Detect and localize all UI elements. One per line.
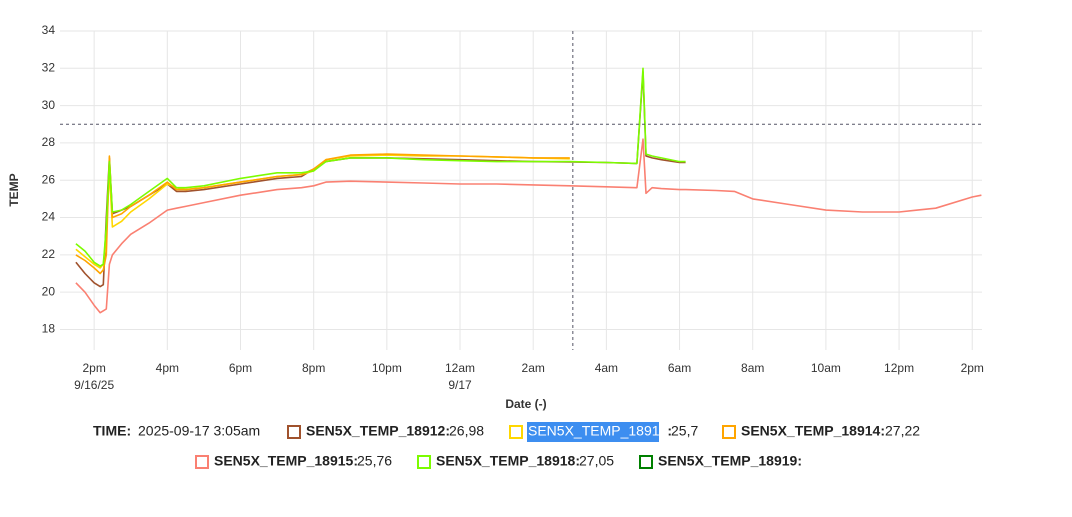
x-tick-label: 10am [811, 361, 841, 375]
series-line [75, 153, 570, 275]
x-axis-label: Date (-) [505, 397, 546, 411]
legend-label: SEN5X_TEMP_18914 [741, 423, 881, 439]
legend-swatch [287, 425, 301, 439]
series-line [75, 154, 570, 269]
x-tick-label: 4pm [156, 361, 179, 375]
y-tick-label: 24 [42, 210, 56, 224]
x-tick-label: 8pm [302, 361, 325, 375]
hover-value: 25,7 [671, 423, 698, 439]
legend-colon: : [575, 453, 580, 469]
legend-label: SEN5X_TEMP_18918 [436, 453, 576, 469]
hover-value: 27,05 [579, 453, 614, 469]
x-tick-label: 12pm [884, 361, 914, 375]
legend-label: SEN5X_TEMP_18913 [528, 423, 668, 439]
hover-time: 2025-09-17 3:05am [138, 423, 260, 439]
hover-time-label: TIME: [93, 423, 131, 439]
x-tick-label: 8am [741, 361, 764, 375]
y-tick-label: 30 [42, 98, 56, 112]
y-tick-label: 34 [42, 23, 56, 37]
y-tick-label: 28 [42, 135, 56, 149]
legend-swatch [639, 455, 653, 469]
y-tick-label: 26 [42, 172, 56, 186]
x-tick-label: 4am [595, 361, 618, 375]
y-tick-label: 32 [42, 60, 56, 74]
y-axis-label: TEMP [7, 173, 21, 206]
legend-label: SEN5X_TEMP_18912 [306, 423, 446, 439]
legend-colon: : [353, 453, 358, 469]
x-tick-label: 2pm [961, 361, 984, 375]
series-line [75, 67, 686, 267]
x-tick-label: 9/16/25 [74, 378, 114, 392]
legend-swatch [509, 425, 523, 439]
legend-label: SEN5X_TEMP_18915 [214, 453, 354, 469]
legend-colon: : [667, 423, 672, 439]
legend-highlight [527, 422, 659, 442]
x-tick-label: 6am [668, 361, 691, 375]
x-tick-label: 10pm [372, 361, 402, 375]
x-tick-label: 12am [445, 361, 475, 375]
legend-swatch [417, 455, 431, 469]
y-tick-label: 20 [42, 284, 56, 298]
y-tick-label: 18 [42, 322, 56, 336]
legend-label: SEN5X_TEMP_18919 [658, 453, 798, 469]
x-tick-label: 2am [522, 361, 545, 375]
legend-colon: : [797, 453, 802, 469]
legend-swatch [722, 425, 736, 439]
series-line [75, 138, 982, 314]
hover-value: 26,98 [449, 423, 484, 439]
legend-colon: : [445, 423, 450, 439]
legend-swatch [195, 455, 209, 469]
x-tick-label: 6pm [229, 361, 252, 375]
legend-colon: : [880, 423, 885, 439]
y-tick-label: 22 [42, 247, 56, 261]
x-tick-label: 2pm [82, 361, 105, 375]
hover-value: 25,76 [357, 453, 392, 469]
x-tick-label: 9/17 [448, 378, 472, 392]
hover-value: 27,22 [885, 423, 920, 439]
